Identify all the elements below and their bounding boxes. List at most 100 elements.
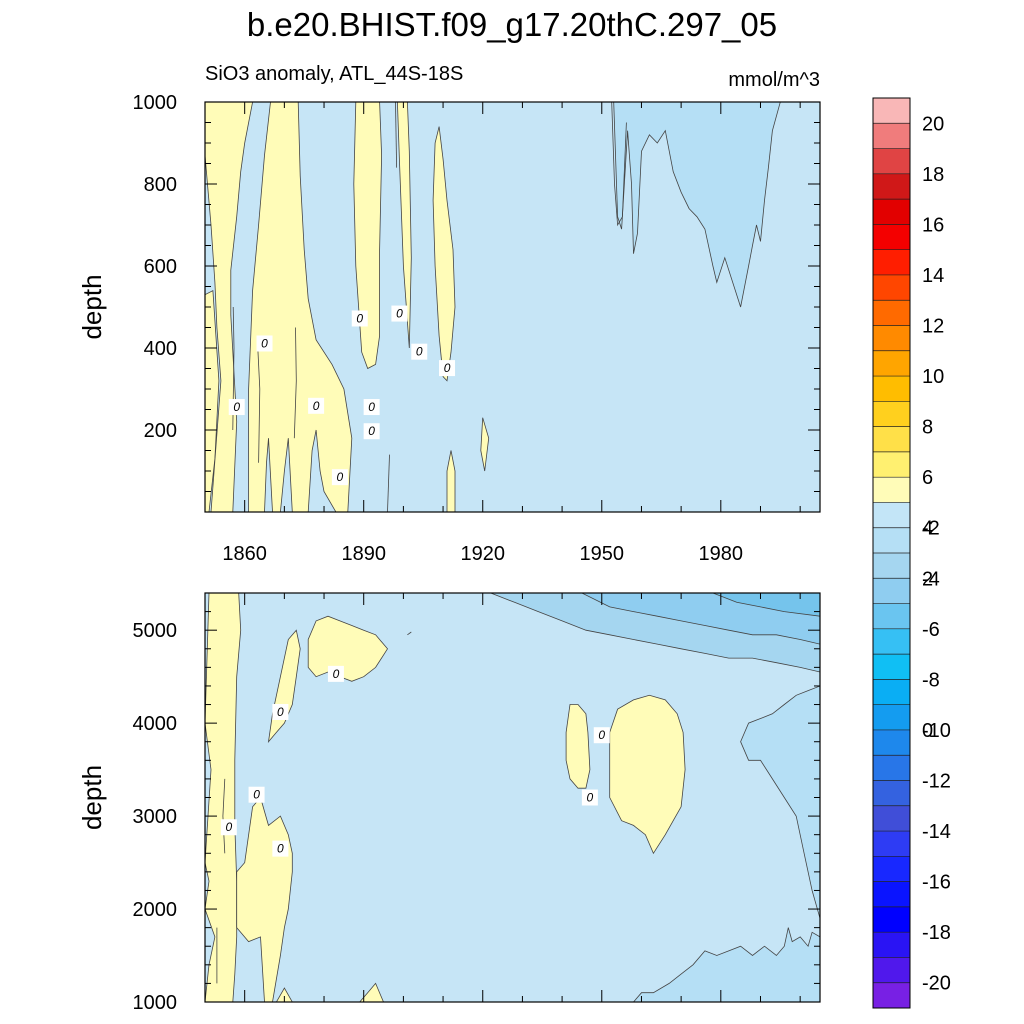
- y-tick-label: 1000: [133, 92, 178, 114]
- colorbar-swatch: [873, 98, 910, 124]
- y-tick-label: 5000: [133, 620, 178, 642]
- contour-line-5: [611, 102, 627, 227]
- colorbar-swatch: [873, 224, 910, 250]
- colorbar-swatch: [873, 831, 910, 857]
- contour-region-0-1-2: [248, 102, 353, 512]
- colorbar-swatch: [873, 704, 910, 731]
- contour-line-1: [222, 778, 226, 854]
- contour-label: 0: [313, 399, 320, 413]
- colorbar-swatch: [873, 603, 910, 630]
- contour-label-box: [248, 786, 265, 803]
- colorbar-swatch: [873, 906, 910, 933]
- colorbar-label: 2: [922, 568, 933, 590]
- contour-label-box: [411, 343, 428, 360]
- colorbar-label: 18: [922, 164, 944, 186]
- contour-label: 0: [337, 470, 344, 484]
- colorbar-label: 4: [922, 518, 933, 540]
- contour-line-3: [387, 454, 390, 512]
- contour-label-box: [593, 727, 610, 744]
- colorbar-swatch: [873, 553, 910, 579]
- contour-label: 0: [368, 424, 375, 438]
- colorbar-label: -20: [922, 973, 951, 995]
- contour-label: 0: [416, 345, 423, 359]
- colorbar-label: -16: [922, 872, 951, 894]
- colorbar-swatch: [873, 350, 910, 377]
- colorbar-swatch: [873, 401, 910, 427]
- figure-title: b.e20.BHIST.f09_g17.20thC.297_05: [247, 6, 777, 43]
- x-tick-label: 1980: [699, 543, 744, 565]
- colorbar-frame: [872, 97, 911, 1009]
- colorbar-label: -2: [922, 518, 940, 540]
- contour-label: 0: [444, 361, 451, 375]
- contour-region-0-1-5: [359, 982, 384, 1002]
- contour-label: 0: [277, 842, 284, 856]
- contour-label-box: [272, 703, 289, 720]
- colorbar-label: -14: [922, 821, 951, 843]
- colorbar-label: -4: [922, 568, 940, 590]
- contour-label-box: [363, 423, 380, 440]
- y-tick-label: 2000: [133, 899, 178, 921]
- contour-label-box: [351, 310, 368, 327]
- contour-label-box: [228, 399, 245, 416]
- contour-label: 0: [233, 400, 240, 414]
- contour-label-box: [272, 840, 289, 857]
- colorbar-swatch: [873, 957, 910, 984]
- contour-label-box: [363, 399, 380, 416]
- contour-line-4: [395, 102, 397, 168]
- contour-label: 0: [396, 307, 403, 321]
- colorbar-label: -8: [922, 669, 940, 691]
- colorbar-swatch: [873, 274, 910, 301]
- y-tick-label: 4000: [133, 713, 178, 735]
- contour-region-0-1-4: [432, 126, 456, 382]
- colorbar-label: 0: [922, 720, 933, 742]
- colorbar-swatch: [873, 249, 910, 276]
- colorbar-swatch: [873, 729, 910, 756]
- colorbar-swatch: [873, 451, 910, 478]
- x-tick-label: 1860: [222, 543, 267, 565]
- contour-label: 0: [277, 705, 284, 719]
- y-tick-label: 200: [144, 420, 177, 442]
- colorbar-label: 20: [922, 113, 944, 135]
- contour-line-2: [293, 327, 297, 439]
- contour-region-0-1-4: [275, 987, 293, 1002]
- contour-region-0-1-0: [205, 289, 220, 512]
- colorbar-label: 12: [922, 316, 944, 338]
- contour-label: 0: [253, 788, 260, 802]
- contour-label-box: [331, 469, 348, 486]
- colorbar-swatch: [873, 300, 910, 326]
- colorbar-label: -18: [922, 922, 951, 944]
- colorbar-swatch: [873, 325, 910, 352]
- contour-region-0-1-0: [205, 593, 242, 1002]
- colorbar-swatch: [873, 780, 910, 807]
- contour-label: 0: [333, 667, 340, 681]
- colorbar-swatch: [873, 654, 910, 680]
- y-tick-label: 800: [144, 174, 177, 196]
- colorbar-swatch: [873, 982, 910, 1009]
- colorbar-label: 6: [922, 467, 933, 489]
- contour-region-0-1-6: [480, 417, 490, 472]
- contour-label: 0: [356, 311, 363, 325]
- contour-region-0-1-3: [353, 102, 383, 370]
- colorbar-label: 16: [922, 214, 944, 236]
- contour-region-0-1-7: [396, 102, 412, 349]
- colorbar-swatch: [873, 881, 910, 908]
- colorbar-swatch: [873, 679, 910, 705]
- y-axis-label: depth: [77, 274, 107, 339]
- contour-label: 0: [598, 728, 605, 742]
- colorbar-label: 14: [922, 265, 944, 287]
- contour-label: 0: [261, 336, 268, 350]
- colorbar-swatch: [873, 628, 910, 655]
- contour-label: 0: [587, 791, 594, 805]
- colorbar-swatch: [873, 755, 910, 781]
- contour-label-box: [439, 360, 456, 377]
- colorbar-label: 10: [922, 366, 944, 388]
- colorbar-swatch: [873, 123, 910, 149]
- colorbar-swatch: [873, 527, 910, 554]
- contour-label-box: [581, 789, 598, 806]
- contour-label-box: [308, 397, 325, 414]
- colorbar-swatch: [873, 173, 910, 200]
- colorbar-swatch: [873, 199, 910, 225]
- contour-line-2: [407, 631, 412, 636]
- colorbar-swatch: [873, 856, 910, 882]
